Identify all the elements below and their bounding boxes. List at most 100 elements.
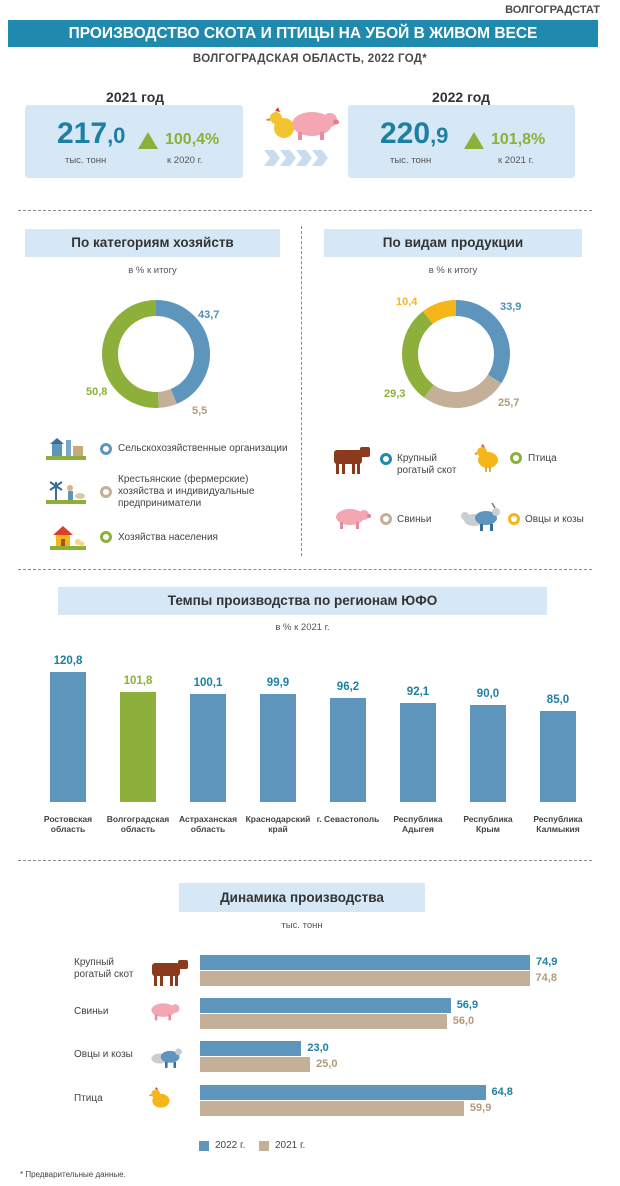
donut2-slice-2 xyxy=(402,311,434,398)
farm-buildings-icon xyxy=(46,434,86,460)
page-subtitle: ВОЛГОГРАДСКАЯ ОБЛАСТЬ, 2022 ГОД* xyxy=(192,53,428,65)
donut1-subtitle: в % к итогу xyxy=(128,265,177,276)
kpi-2022-year: 2022 год xyxy=(432,89,490,105)
page-title: ПРОИЗВОДСТВО СКОТА И ПТИЦЫ НА УБОЙ В ЖИВ… xyxy=(8,20,598,47)
dynamics-bar-chart: Крупный рогатый скот 74,9 74,8 Свиньи 56,9 56… xyxy=(0,945,620,1125)
bar-value-1: 101,8 xyxy=(123,675,153,688)
kpi-2021-card: 217,0 тыс. тонн 100,4% к 2020 г. xyxy=(25,105,243,178)
bar-6 xyxy=(470,705,506,802)
bar-3 xyxy=(260,694,296,802)
kpi-2022-value: 220,9 xyxy=(380,117,449,150)
donut2-label-0: 33,9 xyxy=(500,301,522,313)
legend-marker-tan xyxy=(100,486,112,498)
legend-marker-green xyxy=(100,531,112,543)
bar-value-0: 120,8 xyxy=(53,655,83,667)
donut2-subtitle: в % к итогу xyxy=(428,265,478,276)
hbar-value-0-series-1: 74,8 xyxy=(535,972,557,984)
hbar-3-series-1 xyxy=(200,1101,464,1116)
sheep-goat-icon xyxy=(460,502,500,532)
bar-category-3: Краснодарский край xyxy=(245,814,311,834)
hbar-value-2-series-1: 25,0 xyxy=(316,1058,338,1070)
bar-category-0: Ростовская область xyxy=(43,814,93,834)
bar-category-7: Республика Калмыкия xyxy=(533,814,583,834)
donut1-chart xyxy=(102,300,210,408)
donut1-slice-2 xyxy=(102,300,159,408)
donut1-slice-1 xyxy=(157,388,177,408)
pig-chicken-icon xyxy=(264,107,339,166)
house-chickens-icon xyxy=(50,524,86,550)
legend-label-2021: 2021 г. xyxy=(275,1140,306,1151)
hbar-0-series-1 xyxy=(200,971,530,986)
donut1-slice-0 xyxy=(155,300,210,404)
donut2-title: По видам продукции xyxy=(324,229,582,257)
donut1-title: По категориям хозяйств xyxy=(25,229,280,257)
kpi-2021-value: 217,0 xyxy=(57,117,126,150)
donut2-label-2: 29,3 xyxy=(384,388,406,400)
donut1-legend-1: Крестьянские (фермерские) хозяйства и ин… xyxy=(118,474,255,509)
hbar-value-1-series-0: 56,9 xyxy=(456,999,479,1011)
legend-marker-tan xyxy=(380,513,392,525)
hbar-category-0: Крупный рогатый скот xyxy=(74,957,134,980)
bar-7 xyxy=(540,710,576,802)
donut2-legend-0: Крупный рогатый скот xyxy=(397,453,457,476)
hbar-value-2-series-0: 23,0 xyxy=(307,1042,329,1054)
chicken-icon xyxy=(474,444,500,472)
bar-category-1: Волгоградская область xyxy=(106,814,170,834)
hbar-2-series-1 xyxy=(200,1057,311,1072)
legend-marker-orange xyxy=(508,513,520,525)
donut2-legend-3: Овцы и козы xyxy=(525,514,584,525)
legend-marker-blue xyxy=(100,443,112,455)
donut1-label-0: 43,7 xyxy=(198,309,220,321)
legend-marker-blue xyxy=(380,453,392,465)
donut2-slice-3 xyxy=(422,300,457,325)
hbar-1-series-0 xyxy=(200,998,451,1013)
region-bar-chart: 120,8 Ростовская область 101,8 Волгоградска… xyxy=(0,640,620,850)
bar-value-2: 100,1 xyxy=(193,677,223,690)
kpi-2022-cmp: к 2021 г. xyxy=(498,155,534,166)
donut2-label-1: 25,7 xyxy=(498,397,520,409)
divider xyxy=(18,860,592,861)
hbar-value-0-series-0: 74,9 xyxy=(536,956,558,968)
legend-swatch-2022 xyxy=(199,1141,209,1151)
footnote: * Предварительные данные. xyxy=(20,1170,126,1179)
sheep-goat-icon xyxy=(148,1043,182,1074)
hbar-value-1-series-1: 56,0 xyxy=(452,1015,475,1027)
hbar-chart-subtitle: тыс. тонн xyxy=(281,920,323,931)
donut2-legend-2: Птица xyxy=(528,453,557,464)
donut2-slice-1 xyxy=(424,374,502,408)
donut1-label-1: 5,5 xyxy=(192,405,208,417)
bar-value-4: 96,2 xyxy=(336,681,360,694)
legend-marker-green xyxy=(510,452,522,464)
bar-value-5: 92,1 xyxy=(406,685,430,698)
donut2-label-3: 10,4 xyxy=(396,296,418,308)
divider-vertical xyxy=(301,226,302,556)
hbar-chart-title: Динамика производства xyxy=(179,883,425,912)
donut1-legend-2: Хозяйства населения xyxy=(118,532,218,543)
hbar-value-3-series-1: 59,9 xyxy=(469,1102,492,1114)
bar-chart-title: Темпы производства по регионам ЮФО xyxy=(58,587,547,615)
hbar-0-series-0 xyxy=(200,955,530,970)
hbar-1-series-1 xyxy=(200,1014,447,1029)
farmer-windmill-icon xyxy=(46,478,86,504)
donut2-legend-1: Свиньи xyxy=(397,514,432,525)
kpi-2021-year: 2021 год xyxy=(106,89,164,105)
donut2-chart xyxy=(402,300,510,408)
bar-5 xyxy=(400,702,436,802)
kpi-2021-cmp: к 2020 г. xyxy=(167,155,203,166)
divider xyxy=(18,569,592,570)
kpi-2021-pct: 100,4% xyxy=(165,131,220,148)
divider xyxy=(18,210,592,211)
kpi-2022-card: 220,9 тыс. тонн 101,8% к 2021 г. xyxy=(348,105,575,178)
hbar-value-3-series-0: 64,8 xyxy=(491,1086,513,1098)
up-arrow-icon xyxy=(138,132,158,149)
chicken-icon xyxy=(148,1087,172,1116)
donut1-legend-0: Сельскохозяйственные организации xyxy=(118,443,288,454)
bar-2 xyxy=(190,694,226,802)
legend-label-2022: 2022 г. xyxy=(215,1140,246,1151)
bar-value-7: 85,0 xyxy=(546,693,570,706)
up-arrow-icon xyxy=(464,132,484,149)
org-name: ВОЛГОГРАДСТАТ xyxy=(505,4,600,16)
hbar-2-series-0 xyxy=(200,1041,302,1056)
hbar-3-series-0 xyxy=(200,1085,486,1100)
bar-0 xyxy=(50,672,86,802)
